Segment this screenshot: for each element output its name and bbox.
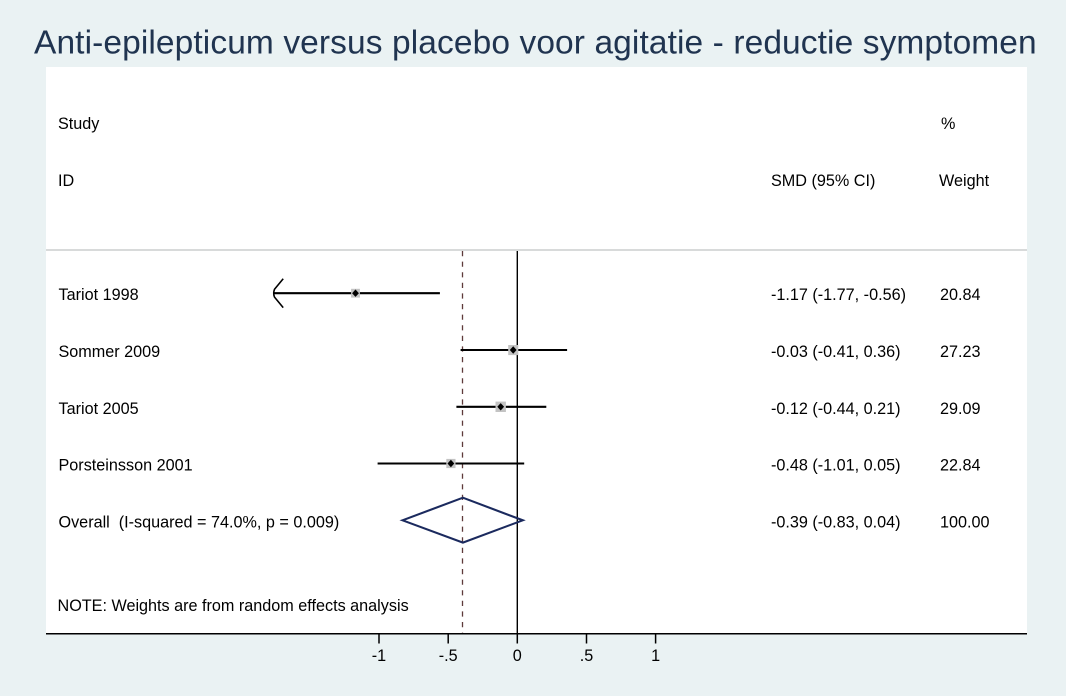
svg-text:Porsteinsson 2001: Porsteinsson 2001 <box>59 457 193 475</box>
svg-text:Anti-epilepticum versus placeb: Anti-epilepticum versus placebo voor agi… <box>34 25 1037 62</box>
svg-text:29.09: 29.09 <box>940 400 981 418</box>
svg-text:100.00: 100.00 <box>940 513 990 531</box>
svg-text:22.84: 22.84 <box>940 457 981 475</box>
svg-text:-0.03 (-0.41, 0.36): -0.03 (-0.41, 0.36) <box>771 343 901 361</box>
svg-text:-.5: -.5 <box>439 647 458 665</box>
svg-text:-0.48 (-1.01, 0.05): -0.48 (-1.01, 0.05) <box>771 457 901 475</box>
svg-text:Tariot 1998: Tariot 1998 <box>59 286 139 304</box>
svg-text:ID: ID <box>58 172 74 190</box>
svg-text:Study: Study <box>58 115 100 133</box>
svg-text:-0.12 (-0.44, 0.21): -0.12 (-0.44, 0.21) <box>771 400 901 418</box>
svg-text:Weight: Weight <box>939 172 990 190</box>
svg-text:.5: .5 <box>580 647 594 665</box>
svg-text:%: % <box>941 115 955 133</box>
svg-text:Overall (I-squared = 74.0%, p: Overall (I-squared = 74.0%, p = 0.009) <box>59 513 340 531</box>
svg-text:NOTE: Weights are from random: NOTE: Weights are from random effects an… <box>58 597 409 615</box>
svg-text:-1.17 (-1.77, -0.56): -1.17 (-1.77, -0.56) <box>771 286 906 304</box>
svg-text:Sommer 2009: Sommer 2009 <box>59 343 161 361</box>
svg-text:1: 1 <box>651 647 660 665</box>
svg-text:-1: -1 <box>372 647 386 665</box>
svg-text:SMD (95% CI): SMD (95% CI) <box>771 172 875 190</box>
svg-text:-0.39 (-0.83, 0.04): -0.39 (-0.83, 0.04) <box>771 513 901 531</box>
svg-text:Tariot 2005: Tariot 2005 <box>59 400 139 418</box>
svg-text:0: 0 <box>513 647 522 665</box>
svg-text:20.84: 20.84 <box>940 286 981 304</box>
svg-text:27.23: 27.23 <box>940 343 981 361</box>
